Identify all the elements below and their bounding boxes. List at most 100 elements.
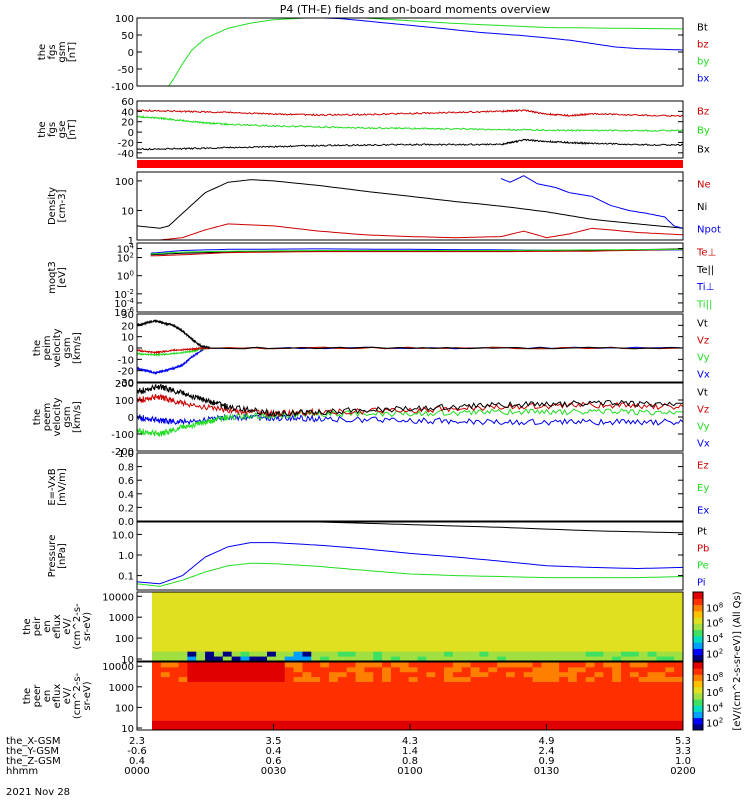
heatmap-cell bbox=[541, 662, 551, 668]
colorbar-segment bbox=[693, 629, 703, 637]
heatmap-cell bbox=[408, 671, 418, 678]
heatmap-cell bbox=[249, 626, 259, 632]
heatmap-cell bbox=[638, 681, 649, 687]
heatmap-cell bbox=[293, 700, 303, 707]
heatmap-cell bbox=[408, 611, 418, 618]
heatmap-cell bbox=[231, 725, 241, 731]
heatmap-cell bbox=[231, 636, 241, 642]
x-tick-label: 4.9 bbox=[539, 736, 555, 747]
heatmap-cell bbox=[337, 616, 348, 623]
heatmap-cell bbox=[488, 592, 498, 598]
heatmap-cell bbox=[382, 686, 392, 692]
colorbar-segment bbox=[693, 617, 703, 624]
legend-label: Vx bbox=[697, 439, 710, 450]
heatmap-cell bbox=[417, 700, 427, 707]
heatmap-cell bbox=[656, 646, 666, 652]
heatmap-cell bbox=[160, 626, 171, 632]
colorbar-segment bbox=[693, 674, 703, 682]
heatmap-cell bbox=[302, 646, 312, 652]
heatmap-cell bbox=[373, 676, 383, 682]
heatmap-cell bbox=[302, 676, 312, 682]
heatmap-cell bbox=[479, 662, 489, 668]
heatmap-cell bbox=[435, 676, 445, 682]
heatmap-cell bbox=[612, 651, 622, 657]
heatmap-cell bbox=[152, 700, 162, 707]
heatmap-cell bbox=[390, 666, 401, 673]
heatmap-cell bbox=[674, 705, 684, 712]
heatmap-cell bbox=[647, 715, 657, 721]
heatmap-cell bbox=[240, 616, 250, 623]
heatmap-cell bbox=[452, 666, 463, 673]
heatmap-cell bbox=[674, 601, 684, 608]
legend-label: Bz bbox=[697, 107, 709, 118]
heatmap-cell bbox=[408, 596, 418, 603]
heatmap-cell bbox=[426, 616, 436, 623]
heatmap-cell bbox=[550, 725, 560, 731]
series-line-Pi bbox=[137, 542, 683, 585]
heatmap-cell bbox=[284, 631, 295, 637]
heatmap-cell bbox=[576, 715, 587, 721]
heatmap-cell bbox=[567, 705, 578, 712]
heatmap-cell bbox=[160, 646, 171, 652]
heatmap-cell bbox=[169, 671, 180, 678]
heatmap-cell bbox=[550, 671, 560, 678]
heatmap-cell bbox=[373, 662, 383, 668]
heatmap-cell bbox=[656, 651, 666, 657]
heatmap-cell bbox=[364, 606, 374, 613]
heatmap-cell bbox=[152, 696, 162, 702]
heatmap-cell bbox=[638, 636, 649, 642]
heatmap-cell bbox=[665, 592, 675, 598]
heatmap-cell bbox=[488, 705, 498, 712]
heatmap-cell bbox=[559, 671, 569, 678]
panel-frame bbox=[136, 521, 684, 591]
heatmap-cell bbox=[629, 592, 640, 598]
heatmap-cell bbox=[284, 641, 295, 647]
heatmap-cell bbox=[470, 631, 480, 637]
heatmap-cell bbox=[479, 611, 489, 618]
y-tick-label: 10 bbox=[121, 333, 134, 344]
heatmap-cell bbox=[444, 616, 454, 623]
heatmap-cell bbox=[461, 606, 472, 613]
heatmap-cell bbox=[674, 646, 684, 652]
heatmap-cell bbox=[461, 626, 472, 632]
heatmap-cell bbox=[249, 671, 259, 678]
heatmap-cell bbox=[249, 611, 259, 618]
y-axis-label: moqt3 bbox=[47, 261, 58, 294]
heatmap-cell bbox=[674, 676, 684, 682]
heatmap-cell bbox=[390, 601, 401, 608]
heatmap-cell bbox=[656, 666, 666, 673]
colorbar-segment bbox=[693, 654, 703, 662]
panel-frame bbox=[136, 591, 684, 662]
heatmap-cell bbox=[346, 631, 357, 637]
heatmap-cell bbox=[612, 725, 622, 731]
colorbar-units-label: [eV/(cm^2-s-sr-eV)] (All Qs) bbox=[732, 591, 743, 730]
heatmap-cell bbox=[364, 686, 374, 692]
heatmap-cell bbox=[585, 700, 595, 707]
heatmap-cell bbox=[240, 696, 250, 702]
heatmap-cell bbox=[674, 611, 684, 618]
heatmap-cell bbox=[576, 666, 587, 673]
heatmap-cell bbox=[337, 621, 348, 627]
heatmap-cell bbox=[231, 651, 241, 657]
heatmap-cell bbox=[337, 656, 348, 662]
heatmap-cell bbox=[435, 710, 445, 716]
heatmap-cell bbox=[178, 725, 188, 731]
heatmap-cell bbox=[284, 720, 295, 726]
heatmap-cell bbox=[196, 681, 206, 687]
series-line-by bbox=[168, 18, 683, 86]
heatmap-cell bbox=[249, 616, 259, 623]
heatmap-cell bbox=[399, 626, 410, 632]
heatmap-cell bbox=[329, 725, 339, 731]
heatmap-cell bbox=[506, 681, 516, 687]
heatmap-cell bbox=[373, 601, 383, 608]
heatmap-cell bbox=[612, 662, 622, 668]
heatmap-cell bbox=[284, 686, 295, 692]
y-axis-label: eflux bbox=[52, 684, 63, 709]
heatmap-cell bbox=[541, 656, 551, 662]
heatmap-cell bbox=[293, 616, 303, 623]
heatmap-cell bbox=[603, 596, 613, 603]
heatmap-cell bbox=[329, 601, 339, 608]
heatmap-cell bbox=[647, 651, 657, 657]
heatmap-cell bbox=[249, 710, 259, 716]
